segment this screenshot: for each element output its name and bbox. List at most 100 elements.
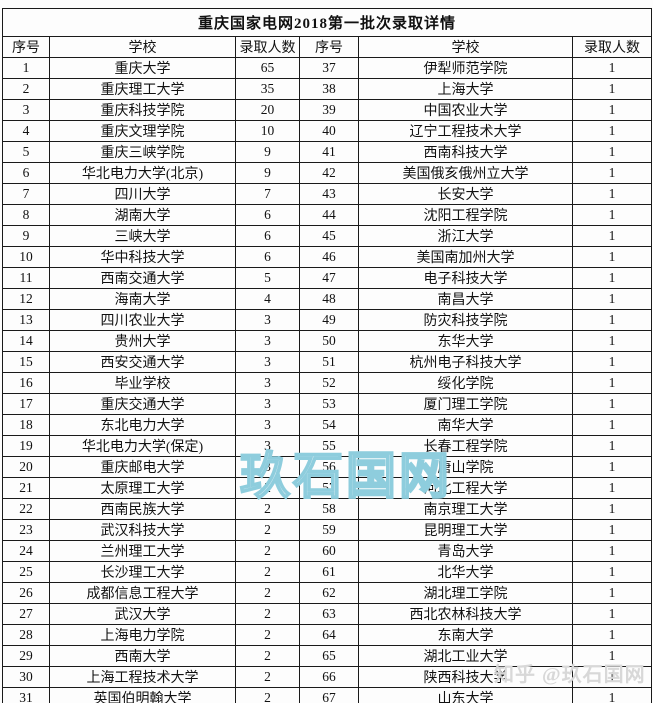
table-row: 17 重庆交通大学 3 53 厦门理工学院 1 [2,393,653,415]
cell-index-right: 65 [299,645,359,667]
cell-school-left: 华北电力大学(北京) [49,162,236,184]
cell-count-right: 1 [571,162,653,184]
cell-index-right: 44 [299,204,359,226]
cell-school-left: 重庆交通大学 [49,393,236,415]
cell-count-right: 1 [571,183,653,205]
cell-count-right: 1 [571,309,653,331]
cell-school-right: 美国俄亥俄州立大学 [358,162,573,184]
table-row: 30 上海工程技术大学 2 66 陕西科技大学 1 [2,666,653,688]
cell-school-right: 南华大学 [358,414,573,436]
cell-count-left: 35 [235,78,300,100]
cell-count-left: 3 [235,393,300,415]
cell-school-right: 辽宁工程技术大学 [358,120,573,142]
table-row: 27 武汉大学 2 63 西北农林科技大学 1 [2,603,653,625]
cell-index-right: 64 [299,624,359,646]
cell-school-left: 东北电力大学 [49,414,236,436]
table-body: 1 重庆大学 65 37 伊犁师范学院 1 2 重庆理工大学 35 38 上海大… [2,57,653,703]
cell-school-right: 长春工程学院 [358,435,573,457]
table-row: 28 上海电力学院 2 64 东南大学 1 [2,624,653,646]
cell-school-right: 浙江大学 [358,225,573,247]
cell-index-right: 53 [299,393,359,415]
cell-school-left: 湖南大学 [49,204,236,226]
cell-index-right: 61 [299,561,359,583]
cell-school-left: 成都信息工程大学 [49,582,236,604]
cell-school-left: 武汉大学 [49,603,236,625]
cell-count-right: 1 [571,477,653,499]
col-header-count-right: 录取人数 [571,36,653,58]
cell-count-right: 1 [571,456,653,478]
cell-index-left: 20 [2,456,50,478]
table-row: 6 华北电力大学(北京) 9 42 美国俄亥俄州立大学 1 [2,162,653,184]
cell-count-right: 1 [571,624,653,646]
cell-count-right: 1 [571,141,653,163]
cell-school-left: 重庆大学 [49,57,236,79]
table-row: 25 长沙理工大学 2 61 北华大学 1 [2,561,653,583]
cell-school-left: 武汉科技大学 [49,519,236,541]
cell-index-left: 3 [2,99,50,121]
cell-school-left: 上海电力学院 [49,624,236,646]
cell-count-left: 9 [235,141,300,163]
cell-index-right: 48 [299,288,359,310]
cell-school-right: 厦门理工学院 [358,393,573,415]
cell-index-right: 55 [299,435,359,457]
cell-count-left: 10 [235,120,300,142]
table-row: 18 东北电力大学 3 54 南华大学 1 [2,414,653,436]
cell-school-right: 杭州电子科技大学 [358,351,573,373]
cell-index-left: 19 [2,435,50,457]
cell-count-right: 1 [571,78,653,100]
cell-count-left: 3 [235,309,300,331]
cell-school-right: 北华大学 [358,561,573,583]
cell-count-left: 6 [235,246,300,268]
cell-count-left: 7 [235,183,300,205]
cell-school-left: 重庆文理学院 [49,120,236,142]
cell-school-left: 英国伯明翰大学 [49,687,236,703]
cell-count-left: 3 [235,456,300,478]
cell-school-right: 沈阳工程学院 [358,204,573,226]
cell-count-right: 1 [571,351,653,373]
table-row: 16 毕业学校 3 52 绥化学院 1 [2,372,653,394]
cell-index-left: 7 [2,183,50,205]
cell-count-right: 1 [571,498,653,520]
cell-count-right: 1 [571,288,653,310]
table-row: 22 西南民族大学 2 58 南京理工大学 1 [2,498,653,520]
cell-school-left: 海南大学 [49,288,236,310]
cell-count-left: 2 [235,603,300,625]
cell-school-left: 四川大学 [49,183,236,205]
cell-count-left: 2 [235,498,300,520]
cell-school-right: 中国农业大学 [358,99,573,121]
header-row: 序号 学校 录取人数 序号 学校 录取人数 [2,36,653,58]
cell-index-left: 10 [2,246,50,268]
cell-count-left: 2 [235,540,300,562]
cell-count-right: 1 [571,225,653,247]
cell-school-left: 重庆三峡学院 [49,141,236,163]
cell-index-left: 25 [2,561,50,583]
cell-count-left: 2 [235,645,300,667]
cell-index-right: 38 [299,78,359,100]
cell-school-right: 湖北理工学院 [358,582,573,604]
cell-count-right: 1 [571,99,653,121]
cell-index-left: 16 [2,372,50,394]
cell-school-left: 四川农业大学 [49,309,236,331]
cell-count-right: 1 [571,582,653,604]
cell-school-right: 南昌大学 [358,288,573,310]
cell-index-right: 66 [299,666,359,688]
cell-count-right: 1 [571,414,653,436]
cell-school-right: 西北农林科技大学 [358,603,573,625]
cell-count-left: 6 [235,204,300,226]
cell-count-left: 3 [235,414,300,436]
cell-count-right: 1 [571,540,653,562]
cell-index-left: 1 [2,57,50,79]
cell-school-right: 电子科技大学 [358,267,573,289]
cell-index-left: 29 [2,645,50,667]
cell-index-right: 52 [299,372,359,394]
cell-count-left: 20 [235,99,300,121]
cell-count-left: 5 [235,267,300,289]
cell-school-left: 毕业学校 [49,372,236,394]
cell-count-right: 1 [571,687,653,703]
cell-count-left: 2 [235,624,300,646]
table-row: 7 四川大学 7 43 长安大学 1 [2,183,653,205]
cell-index-left: 17 [2,393,50,415]
table-row: 31 英国伯明翰大学 2 67 山东大学 1 [2,687,653,703]
col-header-school-right: 学校 [358,36,573,58]
cell-count-left: 2 [235,561,300,583]
